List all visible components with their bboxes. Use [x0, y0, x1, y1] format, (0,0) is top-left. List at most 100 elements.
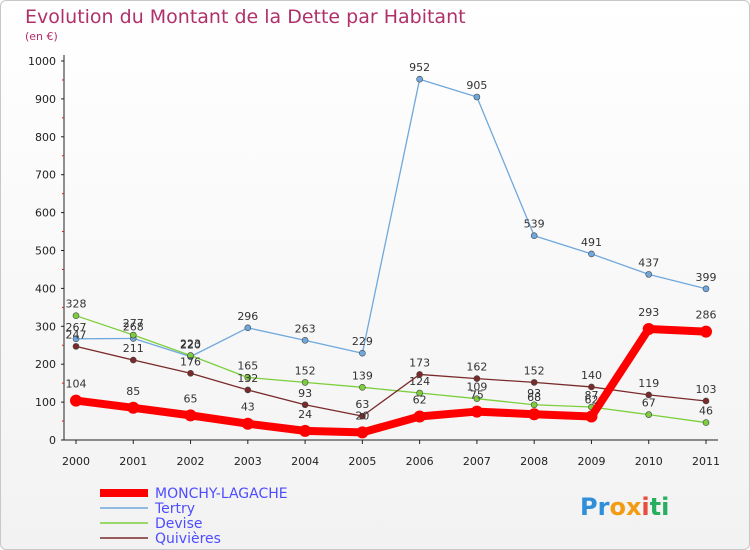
data-label: 296 [237, 310, 258, 323]
data-label: 176 [180, 355, 201, 368]
data-label: 103 [696, 383, 717, 396]
data-label: 223 [180, 337, 201, 350]
data-label: 43 [241, 401, 255, 414]
data-label: 263 [295, 322, 316, 335]
x-tick-label: 2007 [463, 455, 491, 468]
data-point [413, 410, 426, 423]
data-label: 75 [470, 389, 484, 402]
series-layer: 267 2682202962632299529055394914373993282… [66, 61, 717, 439]
data-label: 491 [581, 236, 602, 249]
data-point [588, 383, 595, 391]
data-point [645, 271, 653, 278]
data-point [416, 371, 423, 378]
data-label: 293 [638, 306, 659, 319]
data-label: 65 [184, 392, 198, 405]
logo-letter: i [641, 493, 649, 521]
data-point [470, 405, 483, 418]
data-point [359, 412, 366, 420]
y-tick-label: 100 [35, 396, 56, 409]
data-point [702, 285, 710, 293]
data-point [530, 401, 538, 409]
y-tick-label: 1000 [28, 55, 56, 68]
data-label: 539 [524, 218, 545, 231]
data-point [129, 356, 137, 364]
data-point [473, 375, 481, 382]
data-label: 173 [409, 356, 430, 369]
data-point [585, 410, 598, 423]
x-tick-label: 2001 [119, 455, 147, 468]
data-point [72, 335, 80, 343]
data-label: 63 [355, 398, 369, 411]
data-label: 437 [638, 256, 659, 269]
logo-letter: r [598, 493, 610, 521]
series-line [75, 324, 707, 437]
data-point [301, 401, 309, 409]
data-label: 68 [527, 391, 541, 404]
data-point [244, 386, 252, 394]
data-label: 162 [466, 361, 487, 374]
series-tertry: 267 268 220 296 263 229 952 905 539 491 437 399 [66, 61, 717, 360]
data-point [416, 75, 423, 83]
logo-letter: x [626, 493, 642, 521]
y-tick-label: 0 [49, 434, 56, 447]
data-label: 328 [66, 298, 87, 311]
data-point [416, 389, 423, 397]
data-label: 905 [466, 79, 487, 92]
data-label: 104 [66, 378, 87, 391]
data-label: 87 [584, 389, 598, 402]
data-point [299, 424, 312, 437]
data-label: 109 [466, 381, 487, 394]
chart-title: Evolution du Montant de la Dette par Hab… [25, 6, 466, 28]
logo-letter: t [650, 493, 661, 521]
x-tick-label: 2011 [692, 455, 720, 468]
x-tick-label: 2005 [348, 455, 376, 468]
data-point [187, 352, 194, 359]
data-label: 152 [524, 364, 545, 377]
data-label: 247 [66, 328, 87, 341]
data-point [129, 331, 137, 339]
x-tick-label: 2004 [291, 455, 319, 468]
data-label: 119 [638, 377, 659, 390]
y-tick-label: 900 [35, 93, 56, 106]
data-point [244, 324, 252, 332]
data-point [72, 343, 80, 350]
data-label: 229 [352, 335, 373, 348]
data-label: 20 [355, 409, 369, 422]
data-point [72, 312, 80, 319]
x-tick-label: 2000 [62, 455, 90, 468]
data-label: 46 [699, 405, 713, 418]
chart-subtitle: (en €) [25, 30, 58, 43]
data-label: 139 [352, 369, 373, 382]
logo-letter: o [609, 493, 626, 521]
data-label: 140 [581, 369, 602, 382]
data-label: 62 [413, 394, 427, 407]
x-tick-label: 2008 [520, 455, 548, 468]
data-point [184, 409, 197, 422]
data-point [70, 394, 82, 407]
data-point [473, 395, 481, 402]
series-line [75, 345, 707, 417]
legend-label: Tertry [154, 501, 195, 517]
data-point [359, 349, 366, 357]
x-tick-label: 2010 [635, 455, 663, 468]
legend-label: Devise [155, 516, 202, 532]
proxiti-logo: Proxiti [580, 493, 669, 521]
data-point [642, 322, 655, 335]
data-point [241, 417, 254, 430]
data-label: 85 [126, 385, 140, 398]
series-quivières: 247 211 176 132 93 63 173 162 152 140 119 103 [66, 328, 717, 420]
data-label: 62 [584, 394, 598, 407]
data-label: 211 [123, 342, 144, 355]
data-point [244, 374, 252, 381]
logo-letter: i [661, 493, 669, 521]
x-tick-label: 2006 [406, 455, 434, 468]
series-monchy-lagache: 104 85 65 43 24 20 62 75 68 62 293 286 [66, 306, 717, 439]
series-line [75, 78, 707, 358]
y-tick-label: 300 [35, 320, 56, 333]
data-point [356, 426, 369, 439]
data-point [187, 369, 194, 377]
data-label: 67 [642, 397, 656, 410]
